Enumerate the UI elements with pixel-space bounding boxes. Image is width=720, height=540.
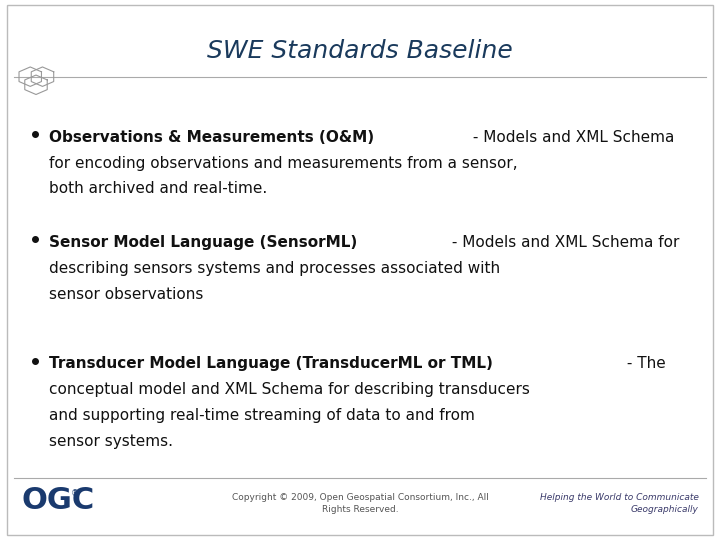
Text: - The: - The bbox=[621, 356, 665, 372]
Text: sensor systems.: sensor systems. bbox=[49, 434, 173, 449]
Text: and supporting real-time streaming of data to and from: and supporting real-time streaming of da… bbox=[49, 408, 474, 423]
Text: Transducer Model Language (TransducerML or TML): Transducer Model Language (TransducerML … bbox=[49, 356, 492, 372]
Text: - Models and XML Schema: - Models and XML Schema bbox=[469, 130, 675, 145]
Text: conceptual model and XML Schema for describing transducers: conceptual model and XML Schema for desc… bbox=[49, 382, 530, 397]
Text: describing sensors systems and processes associated with: describing sensors systems and processes… bbox=[49, 261, 500, 276]
Text: - Models and XML Schema for: - Models and XML Schema for bbox=[446, 235, 679, 250]
Text: Sensor Model Language (SensorML): Sensor Model Language (SensorML) bbox=[49, 235, 357, 250]
Text: SWE Standards Baseline: SWE Standards Baseline bbox=[207, 39, 513, 63]
Text: Observations & Measurements (O&M): Observations & Measurements (O&M) bbox=[49, 130, 374, 145]
Text: for encoding observations and measurements from a sensor,: for encoding observations and measuremen… bbox=[49, 156, 518, 171]
Text: both archived and real-time.: both archived and real-time. bbox=[49, 181, 267, 197]
Text: sensor observations: sensor observations bbox=[49, 287, 203, 302]
Text: Copyright © 2009, Open Geospatial Consortium, Inc., All
Rights Reserved.: Copyright © 2009, Open Geospatial Consor… bbox=[232, 493, 488, 514]
Text: OGC: OGC bbox=[22, 486, 95, 515]
Text: ®: ® bbox=[71, 489, 78, 498]
Text: Helping the World to Communicate
Geographically: Helping the World to Communicate Geograp… bbox=[539, 493, 698, 514]
